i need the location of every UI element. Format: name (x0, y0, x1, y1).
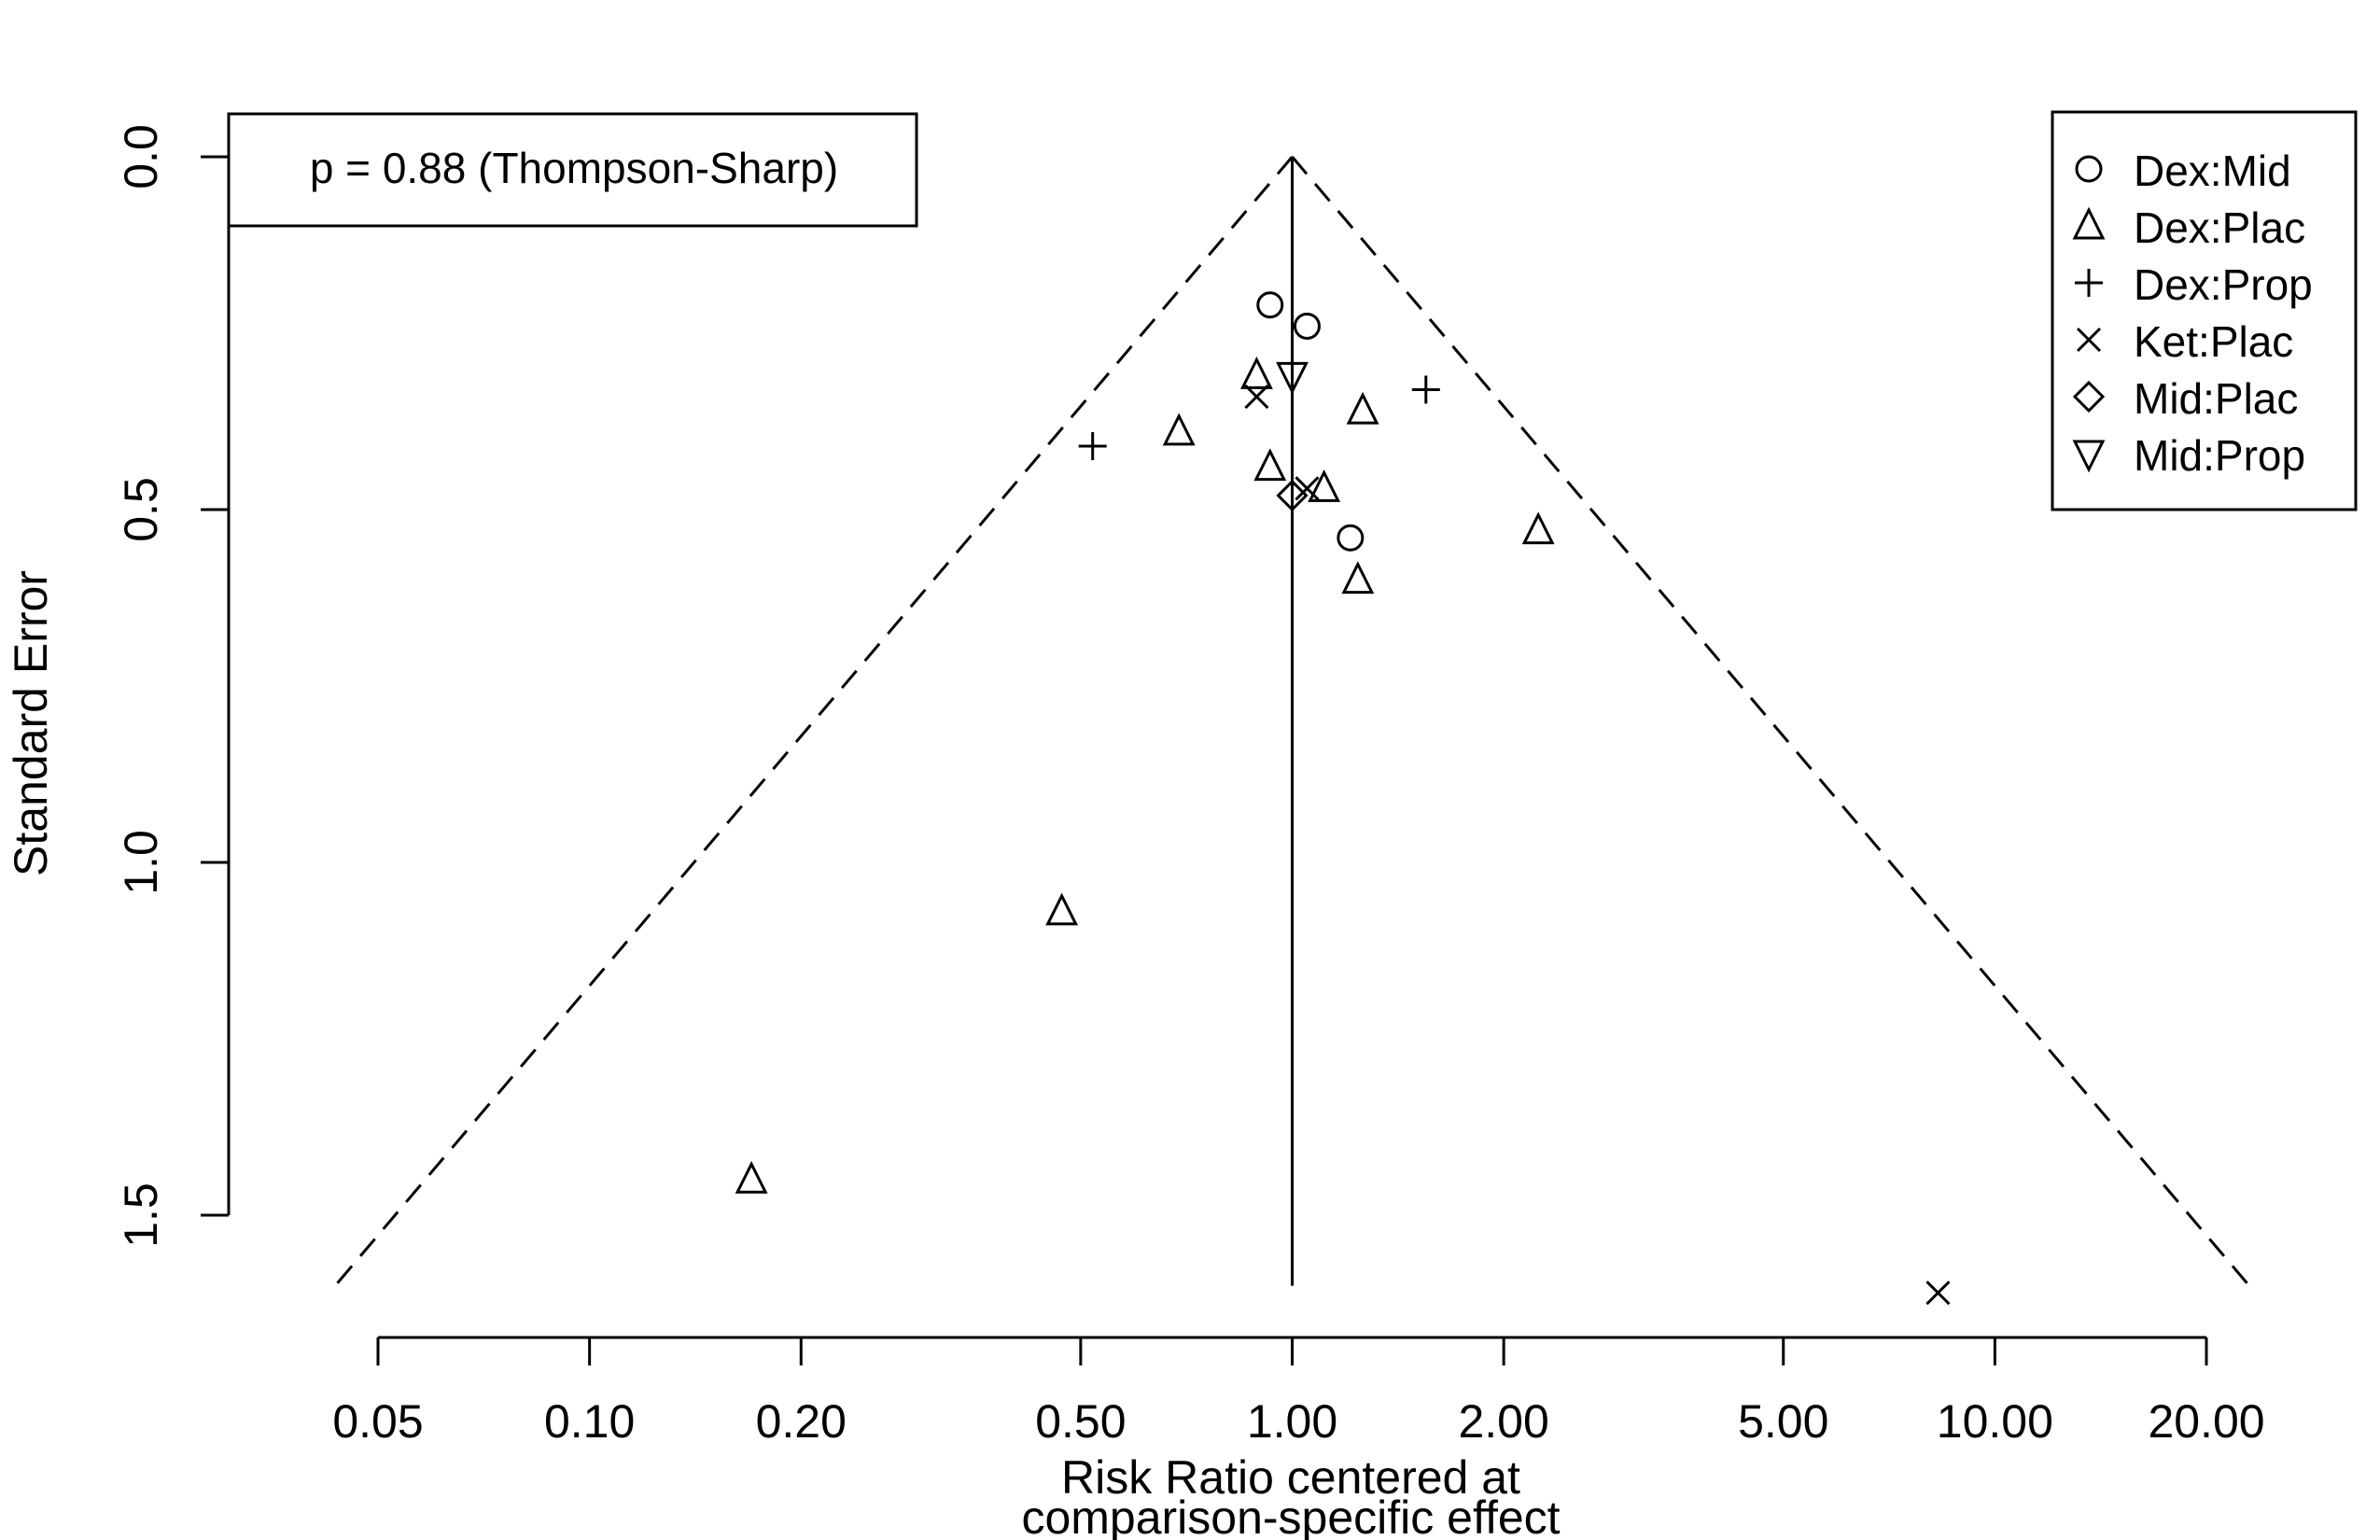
series-dex-plac (735, 357, 1555, 1194)
series-mid-prop (1276, 361, 1309, 395)
annotation-text: p = 0.88 (Thompson-Sharp) (310, 144, 838, 192)
x-tick-label: 1.00 (1247, 1395, 1337, 1448)
y-axis-label: Standard Error (5, 570, 57, 876)
annotation-box: p = 0.88 (Thompson-Sharp) (227, 112, 918, 228)
legend-marker (2072, 440, 2106, 473)
x-tick-label: 2.00 (1458, 1395, 1548, 1448)
funnel-lines (333, 156, 2251, 1287)
data-points (735, 291, 1951, 1306)
legend-label: Dex:Mid (2134, 147, 2291, 195)
annotation-frame (227, 112, 918, 228)
legend-marker (2072, 206, 2106, 240)
legend-marker (2072, 380, 2106, 413)
legend-label: Mid:Plac (2134, 374, 2298, 423)
y-tick-label: 0.5 (115, 477, 167, 542)
funnel-left-limit (333, 156, 1294, 1287)
data-point (1925, 1281, 1951, 1306)
data-point (1346, 391, 1379, 425)
legend-marker (2076, 327, 2102, 353)
series-ket-plac (1244, 384, 1951, 1306)
y-tick-label: 1.0 (115, 830, 167, 895)
x-tick-label: 10.00 (1937, 1395, 2053, 1448)
legend-label: Mid:Prop (2134, 431, 2305, 480)
x-tick-label: 0.10 (544, 1395, 635, 1448)
data-point (1253, 448, 1287, 482)
data-point (1276, 479, 1309, 512)
data-point (1341, 561, 1375, 595)
data-point (1308, 469, 1341, 502)
x-tick-label: 0.20 (756, 1395, 847, 1448)
data-point (1078, 431, 1107, 460)
legend-label: Dex:Plac (2134, 203, 2305, 252)
legend-label: Dex:Prop (2134, 260, 2313, 309)
data-point (1256, 291, 1284, 319)
data-point (1293, 312, 1321, 340)
y-tick-label: 0.0 (115, 124, 167, 189)
legend-marker (2075, 269, 2103, 297)
legend: Dex:Mid Dex:Plac Dex:Prop Ket:Plac Mid:Plac M… (2051, 110, 2358, 511)
series-dex-mid (1256, 291, 1365, 552)
x-tick-label: 0.50 (1035, 1395, 1126, 1448)
data-point (1045, 892, 1079, 926)
axes: 0.05 0.10 0.20 0.50 1.00 2.00 5.00 10.00 20.00 0.… (115, 124, 2265, 1448)
data-point (1244, 384, 1269, 410)
data-point (735, 1160, 768, 1194)
data-point (1162, 413, 1196, 446)
x-axis-label: Risk Ratio centered at (1061, 1451, 1520, 1504)
series-mid-plac (1276, 479, 1309, 512)
x-tick-label: 20.00 (2148, 1395, 2264, 1448)
data-point (1239, 357, 1273, 389)
data-point (1295, 476, 1320, 501)
x-tick-label: 0.05 (332, 1395, 423, 1448)
data-point (1521, 511, 1555, 545)
data-point (1337, 524, 1365, 552)
x-tick-label: 5.00 (1738, 1395, 1828, 1448)
y-tick-label: 1.5 (115, 1183, 167, 1248)
series-dex-prop (1078, 375, 1440, 460)
x-axis-label-line2: comparison-specific effect (1021, 1491, 1560, 1540)
legend-marker (2075, 155, 2103, 183)
data-point (1411, 375, 1440, 404)
data-point (1276, 361, 1309, 395)
legend-label: Ket:Plac (2134, 317, 2293, 366)
